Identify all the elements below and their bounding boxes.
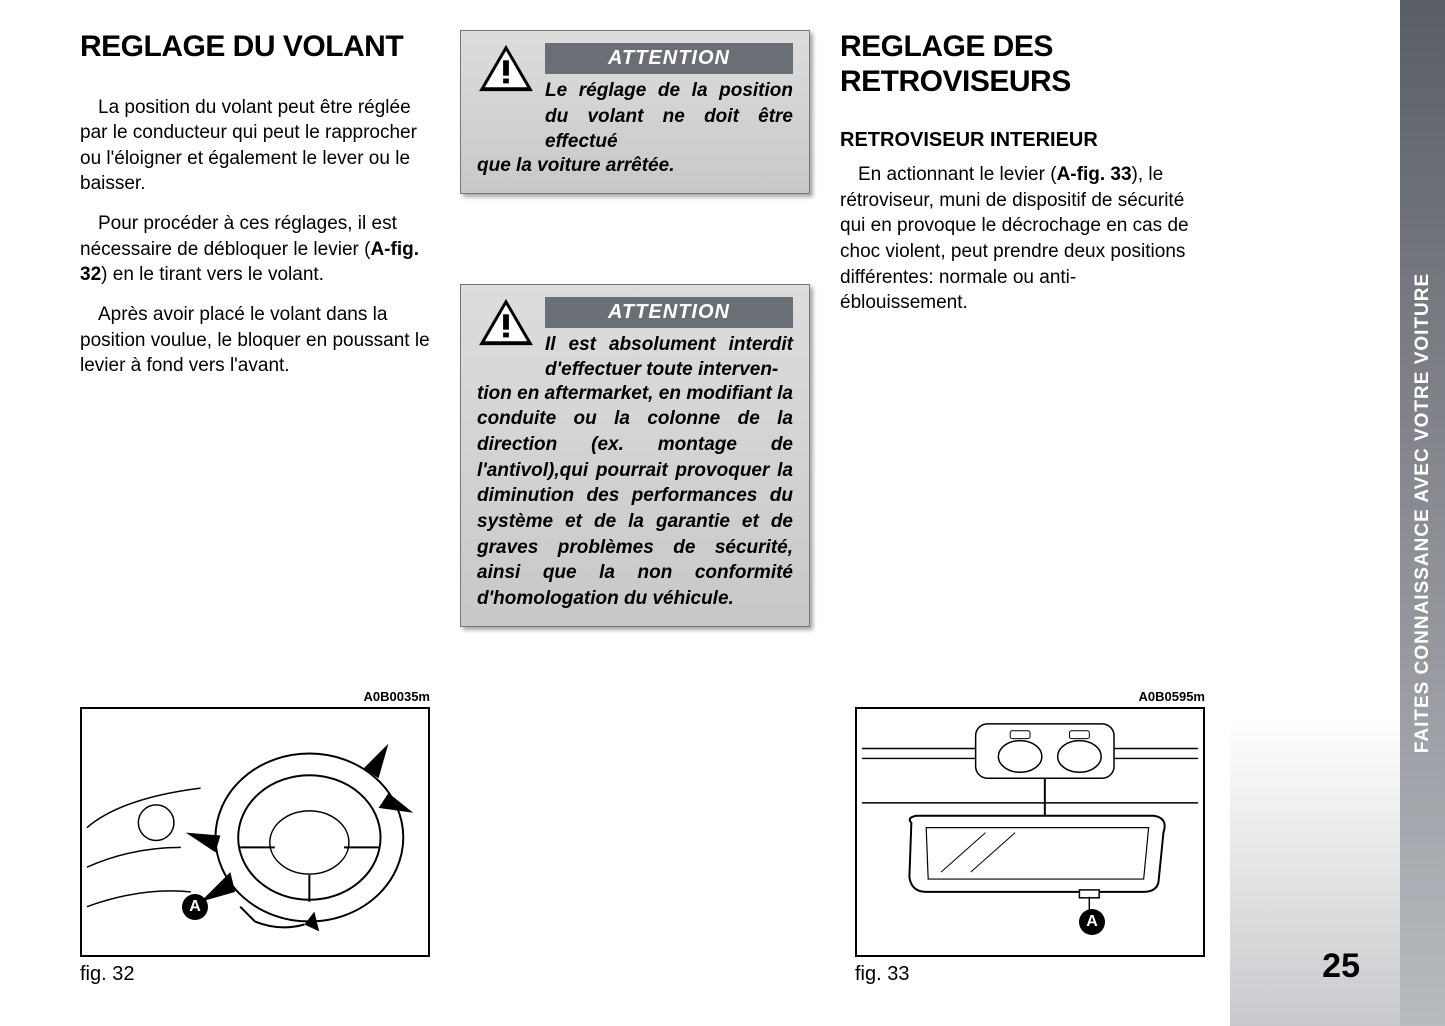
- para-1: La position du volant peut être réglée p…: [80, 95, 430, 198]
- warning-triangle-icon: [477, 43, 535, 93]
- side-gradient: 25: [1230, 0, 1400, 1026]
- warning-1-title: ATTENTION: [545, 43, 793, 74]
- column-2: ATTENTION Le réglage de la position du v…: [460, 30, 810, 657]
- figure-32-code: A0B0035m: [80, 689, 430, 704]
- page-number: 25: [1322, 947, 1360, 986]
- figure-33-frame: A: [855, 707, 1205, 957]
- heading-retroviseurs: REGLAGE DES RETROVISEURS: [840, 30, 1190, 99]
- figure-33-caption: fig. 33: [855, 963, 1205, 986]
- steering-wheel-illustration: [82, 709, 428, 956]
- warning-2-title: ATTENTION: [545, 297, 793, 328]
- retro-para-b: ), le rétroviseur, muni de dispositif de…: [840, 164, 1189, 313]
- warning-2-indent-text: Il est absolument interdit d'effectuer t…: [545, 332, 793, 383]
- warning-triangle-icon: [477, 297, 535, 347]
- figure-32: A0B0035m: [80, 689, 430, 986]
- side-tab-text: FAITES CONNAISSANCE AVEC VOTRE VOITURE: [1412, 273, 1434, 753]
- warning-box-1: ATTENTION Le réglage de la position du v…: [460, 30, 810, 194]
- para-2b: ) en le tirant vers le volant.: [101, 264, 324, 285]
- subheading-retroviseur-interieur: RETROVISEUR INTERIEUR: [840, 129, 1190, 152]
- columns: REGLAGE DU VOLANT La position du volant …: [80, 30, 1190, 657]
- para-2a: Pour procéder à ces réglages, il est néc…: [80, 213, 397, 260]
- warning-1-rest: que la voiture arrêtée.: [477, 153, 793, 179]
- figure-32-frame: A: [80, 707, 430, 957]
- page-content: REGLAGE DU VOLANT La position du volant …: [0, 0, 1230, 1026]
- figure-33-marker-a: A: [1079, 909, 1105, 935]
- side-tab: FAITES CONNAISSANCE AVEC VOTRE VOITURE: [1400, 0, 1445, 1026]
- figure-33: A0B0595m: [855, 689, 1205, 986]
- warning-1-indent-text: Le réglage de la position du volant ne d…: [545, 78, 793, 155]
- para-2: Pour procéder à ces réglages, il est néc…: [80, 211, 430, 288]
- figure-32-caption: fig. 32: [80, 963, 430, 986]
- retro-para-a: En actionnant le levier (: [858, 164, 1057, 185]
- warning-header-1: ATTENTION Le réglage de la position du v…: [477, 43, 793, 155]
- para-3: Après avoir placé le volant dans la posi…: [80, 302, 430, 379]
- column-3: REGLAGE DES RETROVISEURS RETROVISEUR INT…: [840, 30, 1190, 657]
- figure-33-code: A0B0595m: [855, 689, 1205, 704]
- retro-para-bold: A-fig. 33: [1057, 164, 1132, 185]
- figure-32-marker-a: A: [182, 894, 208, 920]
- retro-para: En actionnant le levier (A-fig. 33), le …: [840, 162, 1190, 316]
- heading-reglage-volant: REGLAGE DU VOLANT: [80, 30, 430, 65]
- warning-box-2: ATTENTION Il est absolument interdit d'e…: [460, 284, 810, 627]
- warning-2-rest: tion en aftermarket, en modifiant la con…: [477, 381, 793, 612]
- rearview-mirror-illustration: [857, 709, 1203, 956]
- column-1: REGLAGE DU VOLANT La position du volant …: [80, 30, 430, 657]
- warning-header-2: ATTENTION Il est absolument interdit d'e…: [477, 297, 793, 383]
